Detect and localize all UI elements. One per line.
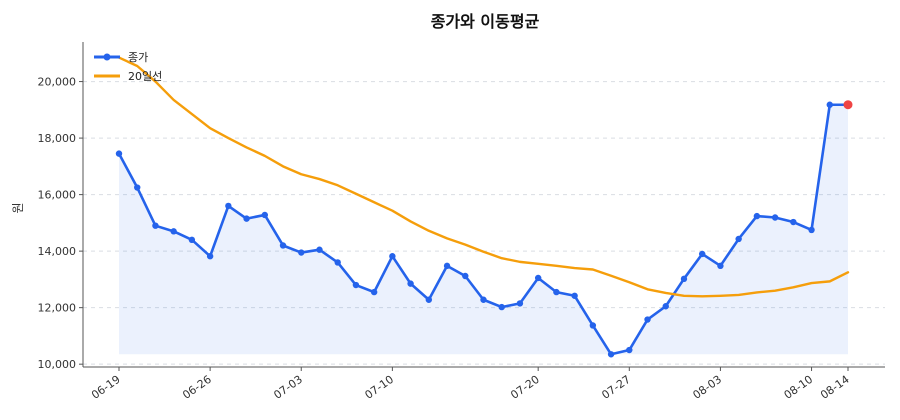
- x-tick-label: 06-19: [89, 373, 123, 402]
- close-point: [771, 214, 779, 221]
- close-point: [443, 262, 451, 270]
- legend-marker-close: [103, 53, 111, 61]
- y-tick-label: 18,000: [38, 132, 77, 145]
- x-tick-label: 06-26: [180, 373, 214, 402]
- close-point: [279, 242, 287, 249]
- close-point: [589, 322, 597, 329]
- close-point: [826, 101, 833, 108]
- y-tick-label: 16,000: [38, 189, 77, 202]
- chart-title: 종가와 이동평균: [431, 12, 540, 31]
- highlight-point: [843, 100, 853, 110]
- y-tick-label: 12,000: [38, 302, 77, 315]
- close-point: [425, 296, 433, 303]
- close-point: [261, 211, 268, 219]
- x-tick-label: 08-10: [782, 373, 816, 402]
- close-point: [352, 281, 360, 289]
- x-tick-label: 08-14: [818, 373, 852, 402]
- y-axis-label: 원: [11, 202, 25, 213]
- close-point: [462, 272, 469, 280]
- close-point: [644, 316, 651, 323]
- close-point: [188, 236, 196, 244]
- close-point: [206, 253, 214, 260]
- close-point: [607, 351, 615, 358]
- close-point: [370, 288, 378, 296]
- close-point: [115, 150, 123, 157]
- close-point: [316, 246, 323, 253]
- legend: 종가 20일선: [94, 51, 162, 83]
- close-point: [790, 218, 797, 226]
- close-point: [680, 275, 688, 283]
- area-fill: [119, 104, 848, 355]
- series-lines: [115, 56, 853, 358]
- close-point: [152, 222, 159, 229]
- x-tick-label: 08-03: [691, 373, 725, 402]
- close-point: [717, 262, 724, 270]
- legend-label-ma20: 20일선: [128, 69, 162, 83]
- y-tick-label: 20,000: [38, 76, 77, 89]
- close-point: [298, 249, 305, 256]
- close-point: [480, 296, 487, 303]
- close-point: [225, 202, 232, 210]
- ma20-series-line: [117, 56, 850, 298]
- y-tick-label: 14,000: [38, 245, 77, 258]
- axes: [79, 42, 885, 371]
- close-point: [699, 250, 706, 258]
- x-tick-label: 07-20: [508, 373, 542, 402]
- close-point: [735, 235, 742, 243]
- close-point: [626, 346, 633, 354]
- close-point: [571, 292, 578, 299]
- close-point: [662, 303, 669, 310]
- close-point: [553, 288, 560, 296]
- close-point: [334, 259, 341, 266]
- close-point: [808, 226, 815, 234]
- y-tick-label: 10,000: [38, 358, 77, 371]
- close-point: [389, 253, 396, 260]
- close-area-fill: [119, 104, 848, 355]
- close-point: [534, 274, 542, 282]
- close-point: [516, 300, 524, 307]
- x-tick-label: 07-03: [271, 373, 305, 402]
- close-point: [170, 228, 177, 235]
- close-point: [134, 184, 141, 191]
- close-point: [753, 212, 761, 220]
- close-point: [243, 215, 250, 222]
- legend-label-close: 종가: [128, 51, 148, 64]
- x-tick-label: 07-10: [362, 373, 396, 402]
- close-point: [407, 280, 414, 287]
- x-tick-label: 07-27: [599, 373, 633, 402]
- close-point: [498, 303, 505, 311]
